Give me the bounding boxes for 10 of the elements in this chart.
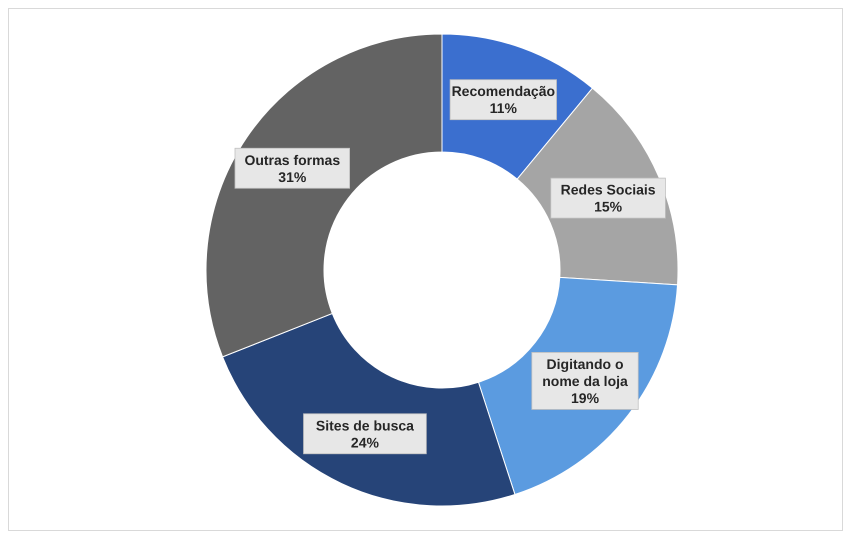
data-label: 11% (490, 100, 518, 116)
slice-label: Redes Sociais (560, 182, 656, 198)
slice-label: Sites de busca (316, 417, 414, 434)
slice-label: Digitando o nome da loja (542, 356, 628, 389)
data-label: 15% (594, 198, 623, 215)
data-label: 24% (350, 434, 380, 450)
slice-label: Outras formas (244, 152, 340, 168)
slice-label: Recomendação (452, 83, 556, 100)
data-label: 31% (278, 168, 307, 185)
data-label: 19% (571, 390, 600, 406)
